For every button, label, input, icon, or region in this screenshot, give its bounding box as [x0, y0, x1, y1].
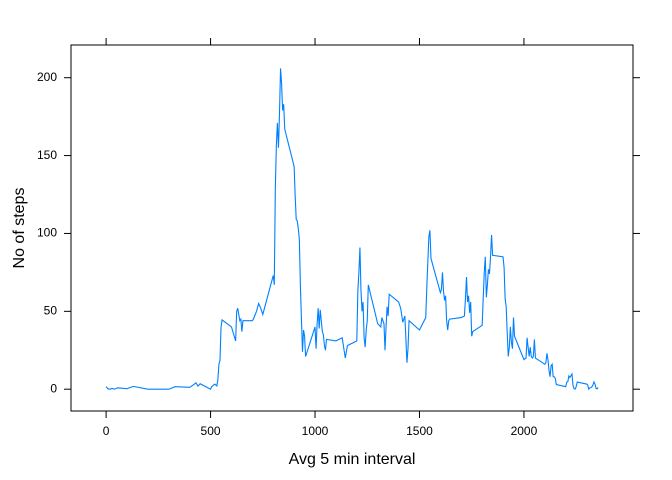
y-tick-label: 0: [50, 381, 57, 395]
x-axis-title: Avg 5 min interval: [289, 451, 416, 468]
y-tick-label: 200: [37, 70, 57, 84]
x-tick-label: 1000: [302, 424, 329, 438]
y-axis-title: No of steps: [11, 188, 28, 269]
plot-frame: [70, 44, 634, 412]
x-tick-label: 500: [201, 424, 221, 438]
x-tick-label: 2000: [511, 424, 538, 438]
y-tick-label: 50: [44, 303, 58, 317]
x-tick-label: 0: [103, 424, 110, 438]
data-line: [105, 68, 599, 391]
y-tick-label: 100: [37, 226, 57, 240]
y-tick-label: 150: [37, 148, 57, 162]
x-tick-label: 1500: [406, 424, 433, 438]
